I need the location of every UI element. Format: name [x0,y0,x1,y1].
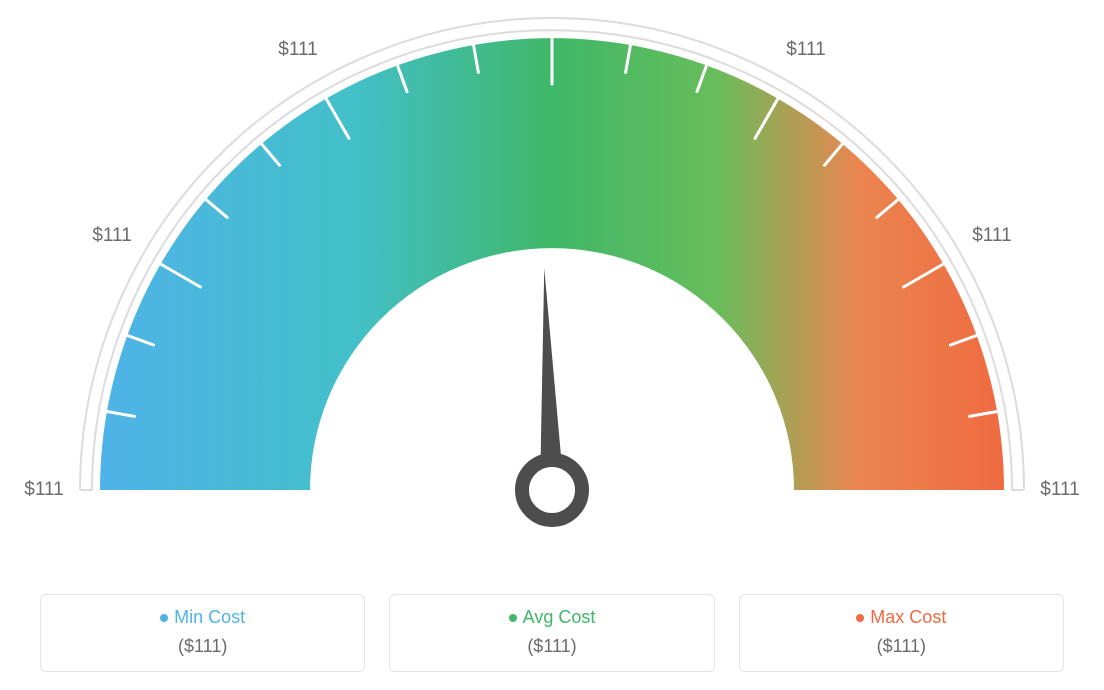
dot-icon [856,614,864,622]
legend-max-title: Max Cost [740,607,1063,628]
legend-card-avg: Avg Cost ($111) [389,594,714,672]
legend-max-label: Max Cost [870,607,946,627]
legend-card-max: Max Cost ($111) [739,594,1064,672]
legend-min-label: Min Cost [174,607,245,627]
legend-avg-title: Avg Cost [390,607,713,628]
legend-avg-value: ($111) [390,636,713,657]
gauge-tick-label: $111 [786,39,825,61]
chart-container: $111$111$111$111$111$111$111 Min Cost ($… [0,0,1104,690]
legend-avg-label: Avg Cost [523,607,596,627]
gauge-tick-label: $111 [1040,479,1079,501]
legend-max-value: ($111) [740,636,1063,657]
legend-min-value: ($111) [41,636,364,657]
gauge-tick-label: $111 [278,39,317,61]
legend-card-min: Min Cost ($111) [40,594,365,672]
gauge-tick-label: $111 [92,225,131,247]
dot-icon [509,614,517,622]
gauge-tick-label: $111 [24,479,63,501]
dot-icon [160,614,168,622]
legend-min-title: Min Cost [41,607,364,628]
gauge-tick-label: $111 [972,225,1011,247]
gauge: $111$111$111$111$111$111$111 [0,0,1104,560]
legend-row: Min Cost ($111) Avg Cost ($111) Max Cost… [40,594,1064,672]
